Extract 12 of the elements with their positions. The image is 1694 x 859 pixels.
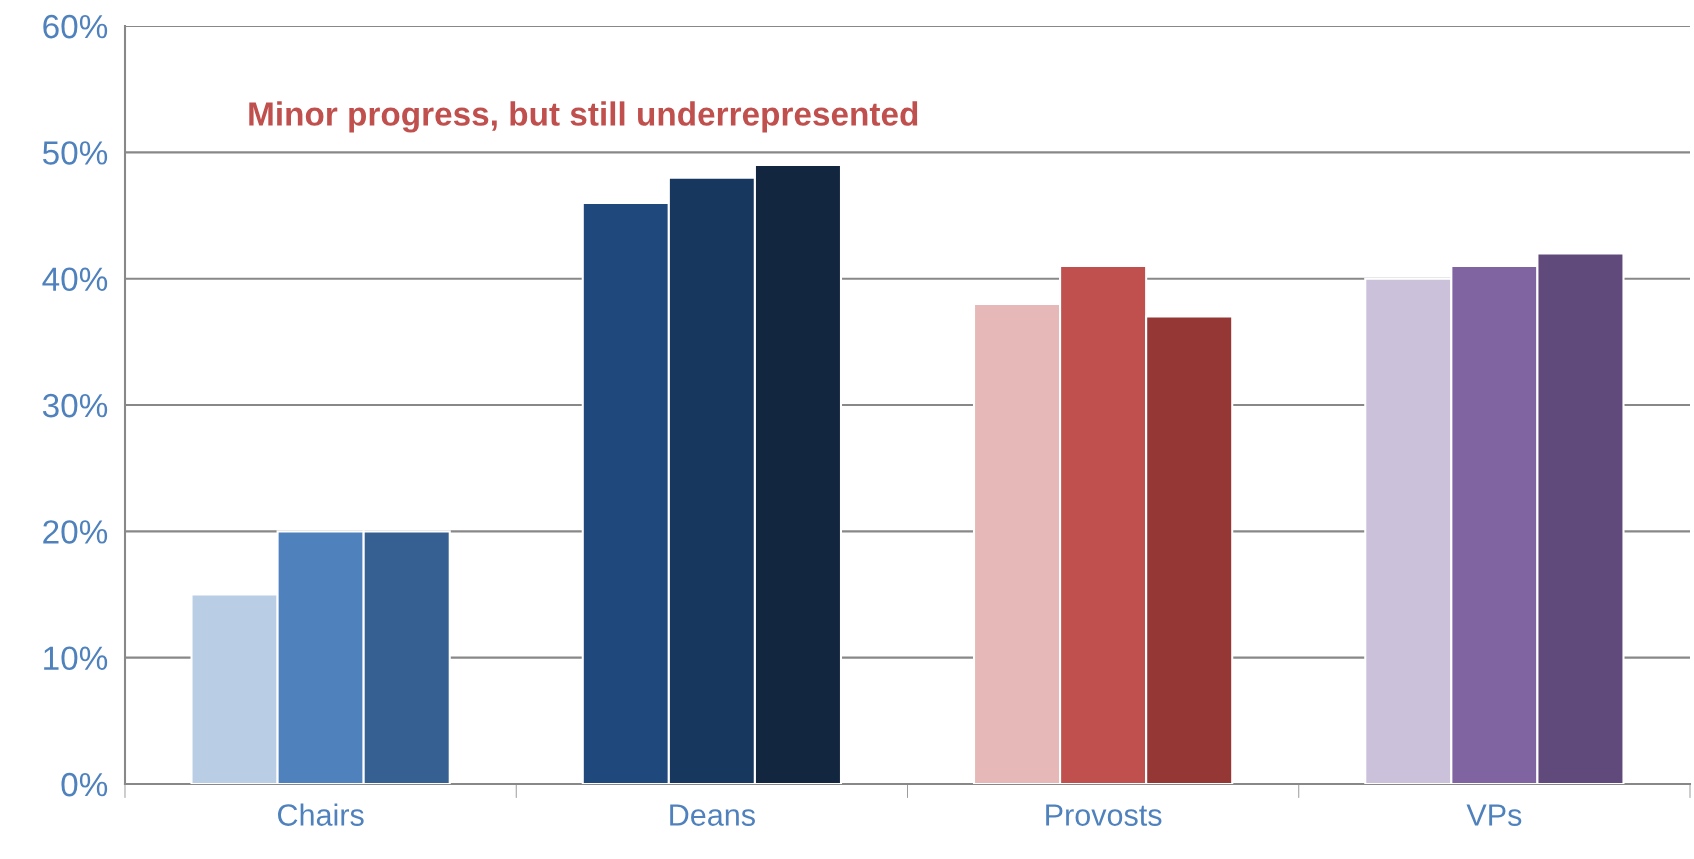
y-tick-label: 60% [43,14,108,39]
x-tick-label: Chairs [278,803,364,826]
y-tick-label: 30% [42,393,108,418]
y-tick-label: 40% [42,267,108,292]
annotation: Minor progress, but still underrepresented [249,101,918,133]
y-tick-label: 50% [42,141,108,165]
y-tick-label: 10% [44,646,108,671]
y-tick-label: 0% [61,772,108,797]
y-tick-label: 20% [43,520,108,544]
x-tick-label: Deans [670,804,755,826]
x-tick-label: Provosts [1046,804,1162,826]
x-tick-label: VPs [1466,804,1522,826]
